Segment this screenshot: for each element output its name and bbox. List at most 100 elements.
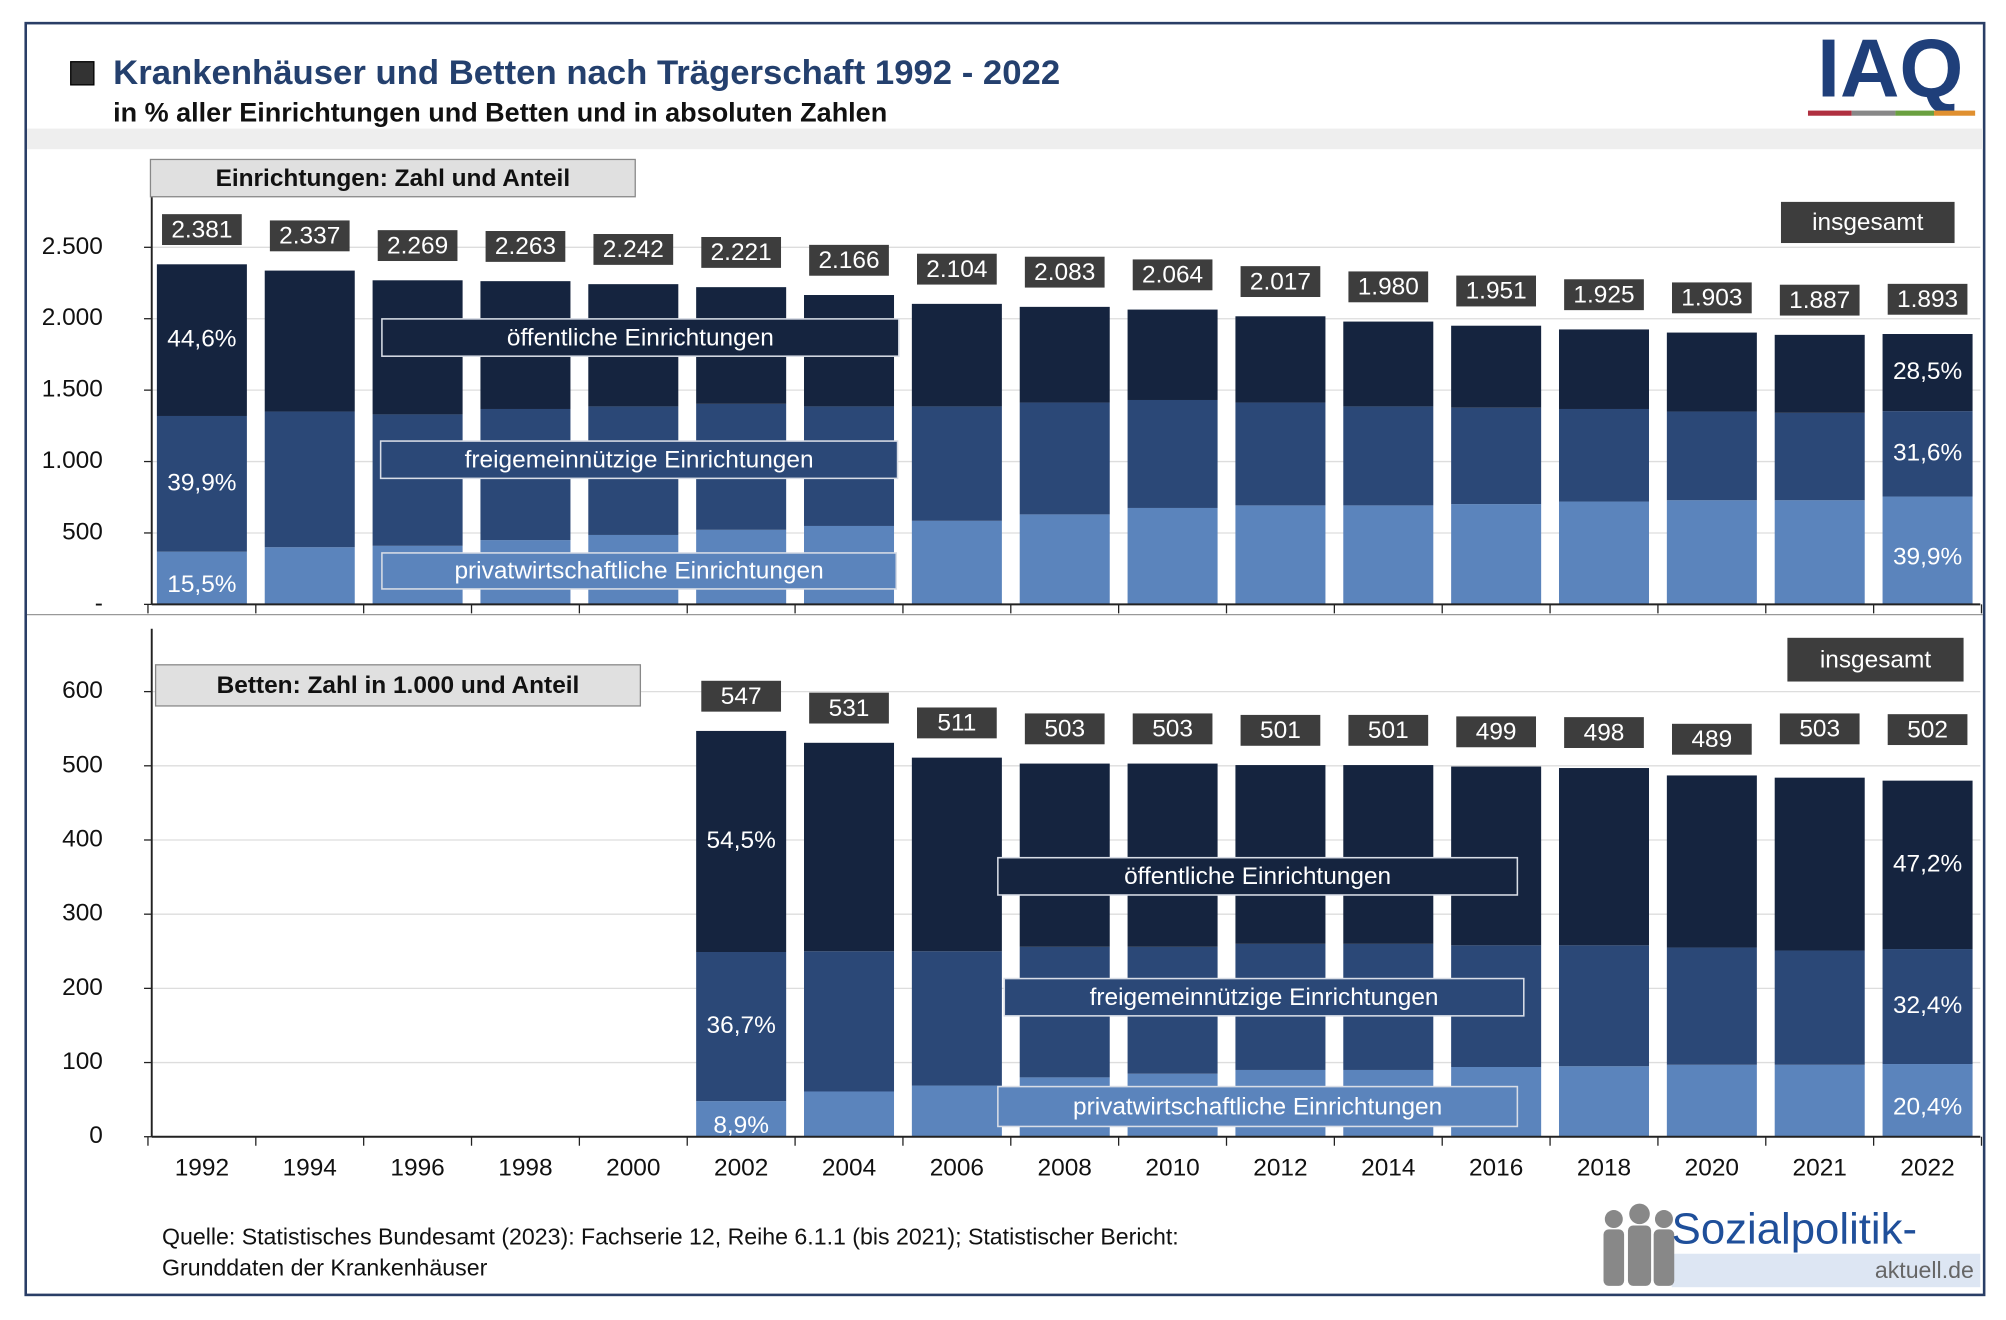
bar-segment: [264, 411, 355, 548]
share-label: 39,9%: [1893, 544, 1962, 571]
legend-label: öffentliche Einrichtungen: [507, 324, 774, 351]
x-tick-label: 1992: [175, 1154, 229, 1181]
chart-title: Krankenhäuser und Betten nach Trägerscha…: [113, 54, 1060, 92]
total-label: 501: [1260, 717, 1301, 744]
total-box: [1024, 713, 1105, 745]
share-label: 28,5%: [1893, 358, 1962, 385]
bar-segment: [1127, 309, 1218, 400]
y-tick-label: 0: [89, 1122, 103, 1149]
bar-segment: [804, 742, 895, 952]
footer-logo: aktuell.de: [1875, 1257, 1974, 1283]
bar-segment: [156, 551, 247, 605]
bar-segment: [1127, 507, 1218, 605]
panel-title-box: [149, 158, 636, 198]
total-box: [1132, 713, 1213, 745]
total-box: [377, 230, 458, 262]
canvas: Krankenhäuser und Betten nach Trägerscha…: [24, 21, 1986, 1297]
total-box: [1132, 259, 1213, 291]
total-box: [269, 220, 350, 252]
bar-segment: [1451, 766, 1542, 946]
total-label: 2.064: [1142, 262, 1203, 289]
x-tick-label: 2016: [1469, 1154, 1523, 1181]
bar-segment: [156, 415, 247, 552]
total-label: 1.925: [1573, 281, 1634, 308]
bar-segment: [1343, 505, 1434, 605]
total-label: 2.337: [279, 223, 340, 250]
total-box: [1348, 714, 1429, 746]
total-label: 2.083: [1034, 259, 1095, 286]
bar-segment: [1343, 765, 1434, 944]
bar-segment: [1882, 496, 1973, 605]
legend-label: freigemeinnützige Einrichtungen: [465, 446, 814, 473]
bar-segment: [1666, 500, 1757, 605]
x-tick-label: 1998: [498, 1154, 552, 1181]
share-label: 36,7%: [707, 1012, 776, 1039]
bar-segment: [1666, 775, 1757, 948]
y-tick-label: 1.500: [42, 376, 103, 403]
bar-segment: [696, 1101, 787, 1137]
bar-segment: [1666, 332, 1757, 412]
total-label: 499: [1476, 719, 1517, 746]
share-label: 31,6%: [1893, 439, 1962, 466]
total-box: [1456, 716, 1537, 748]
bar-segment: [1666, 947, 1757, 1065]
total-box: [1564, 279, 1644, 311]
y-tick-label: -: [95, 590, 103, 617]
total-label: 1.887: [1789, 287, 1850, 314]
total-label: 511: [937, 710, 976, 737]
y-tick-label: 600: [62, 677, 103, 704]
total-label: 2.221: [711, 239, 772, 266]
total-legend: insgesamt: [1812, 209, 1924, 236]
bar-segment: [1882, 411, 1973, 497]
bar-segment: [264, 270, 355, 412]
title-marker: [70, 61, 95, 86]
bar-segment: [1451, 325, 1542, 408]
x-tick-label: 2020: [1685, 1154, 1739, 1181]
bar-segment: [1558, 329, 1650, 409]
bar-segment: [1235, 402, 1326, 506]
total-box: [1671, 723, 1752, 755]
legend-label: privatwirtschaftliche Einrichtungen: [1073, 1093, 1442, 1120]
total-label: 2.381: [171, 216, 232, 243]
bar-segment: [1774, 1064, 1865, 1137]
bar-segment: [1882, 1064, 1973, 1137]
panel-title-box: [154, 664, 642, 707]
bar-segment: [1558, 408, 1650, 502]
bar-segment: [1019, 306, 1110, 403]
bar-segment: [1774, 950, 1865, 1065]
bar-segment: [1019, 514, 1110, 605]
bar-segment: [264, 547, 355, 605]
total-box: [917, 253, 997, 285]
total-label: 501: [1368, 717, 1409, 744]
x-tick-label: 2002: [714, 1154, 768, 1181]
total-label: 2.017: [1250, 268, 1311, 295]
total-label: 2.166: [818, 247, 879, 274]
bar-segment: [1774, 412, 1865, 501]
share-label: 47,2%: [1893, 850, 1962, 877]
bar-segment: [911, 951, 1002, 1086]
bar-segment: [1774, 500, 1865, 605]
total-label: 1.951: [1466, 278, 1527, 305]
logo-stripe: [1851, 110, 1896, 116]
total-label: 502: [1907, 716, 1948, 743]
total-box: [1456, 275, 1537, 307]
share-label: 15,5%: [167, 571, 236, 598]
total-label: 547: [721, 683, 762, 710]
bar-segment: [1019, 402, 1110, 515]
total-legend: insgesamt: [1820, 646, 1932, 673]
x-tick-label: 2022: [1900, 1154, 1954, 1181]
total-box: [1887, 283, 1968, 315]
total-label: 503: [1152, 716, 1193, 743]
bar-segment: [1235, 505, 1326, 605]
frame: [24, 21, 1986, 1297]
total-label: 489: [1691, 726, 1732, 753]
x-tick-label: 2000: [606, 1154, 660, 1181]
legend-label: privatwirtschaftliche Einrichtungen: [454, 558, 823, 585]
total-box: [1887, 714, 1968, 746]
total-box: [1564, 717, 1644, 748]
legend-label: freigemeinnützige Einrichtungen: [1090, 984, 1439, 1011]
total-box: [1671, 282, 1752, 314]
legend-box: [381, 552, 898, 590]
total-box: [1348, 271, 1429, 303]
logo-people: [1603, 1203, 1675, 1286]
